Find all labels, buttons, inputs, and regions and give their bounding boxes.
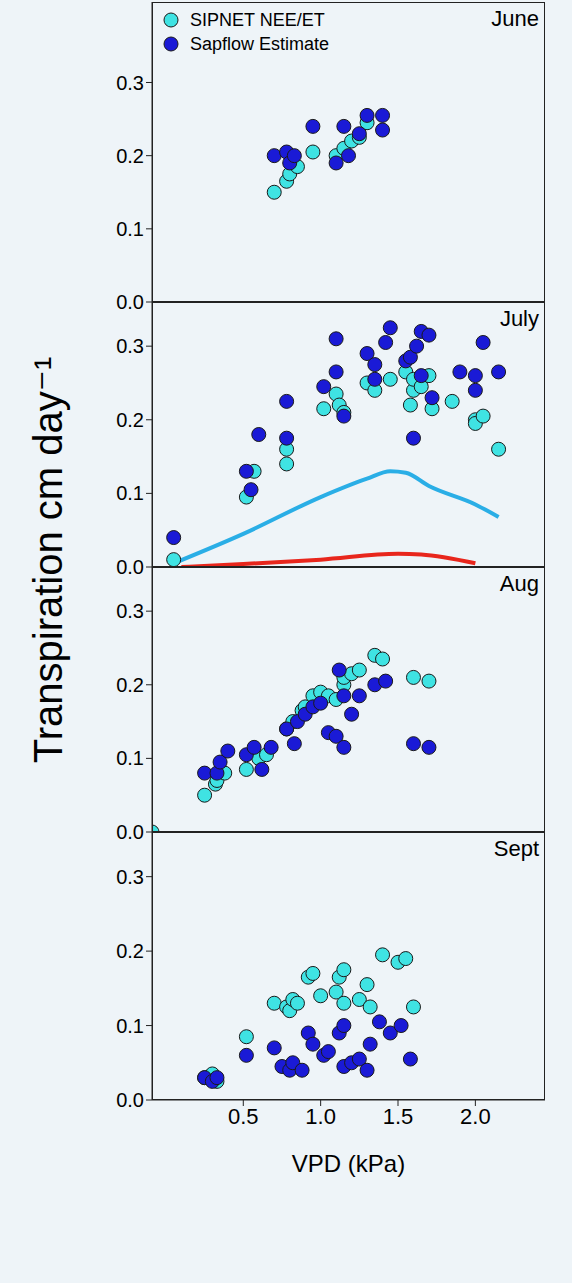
html-text:Transpiration cm day⁻¹: Transpiration cm day⁻¹ [26,356,70,764]
html-text:June: June [491,6,539,31]
svg-text:0.0: 0.0 [116,821,144,843]
html-text:Aug: Aug [499,571,539,596]
svg-text:VPD (kPa): VPD (kPa) [292,1150,405,1177]
html-text:Sept: Sept [493,836,539,861]
svg-text:1.5: 1.5 [383,1104,414,1129]
svg-text:0.3: 0.3 [116,72,144,94]
svg-text:0.0: 0.0 [116,1089,144,1111]
svg-text:0.2: 0.2 [116,409,144,431]
svg-text:0.0: 0.0 [116,556,144,578]
svg-text:0.2: 0.2 [116,940,144,962]
svg-text:0.3: 0.3 [116,866,144,888]
svg-text:0.3: 0.3 [116,600,144,622]
svg-text:0.1: 0.1 [116,1015,144,1037]
svg-text:0.1: 0.1 [116,482,144,504]
svg-text:1.0: 1.0 [305,1104,336,1129]
svg-text:0.3: 0.3 [116,335,144,357]
svg-text:0.0: 0.0 [116,291,144,313]
svg-text:0.1: 0.1 [116,747,144,769]
svg-text:0.1: 0.1 [116,218,144,240]
svg-text:0.5: 0.5 [228,1104,259,1129]
svg-text:0.2: 0.2 [116,145,144,167]
svg-text:0.2: 0.2 [116,674,144,696]
html-text:July: July [499,306,539,331]
html-text:SIPNET NEE/ET: SIPNET NEE/ET [190,9,325,30]
svg-text:2.0: 2.0 [460,1104,491,1129]
html-text:Sapflow Estimate: Sapflow Estimate [190,33,330,54]
